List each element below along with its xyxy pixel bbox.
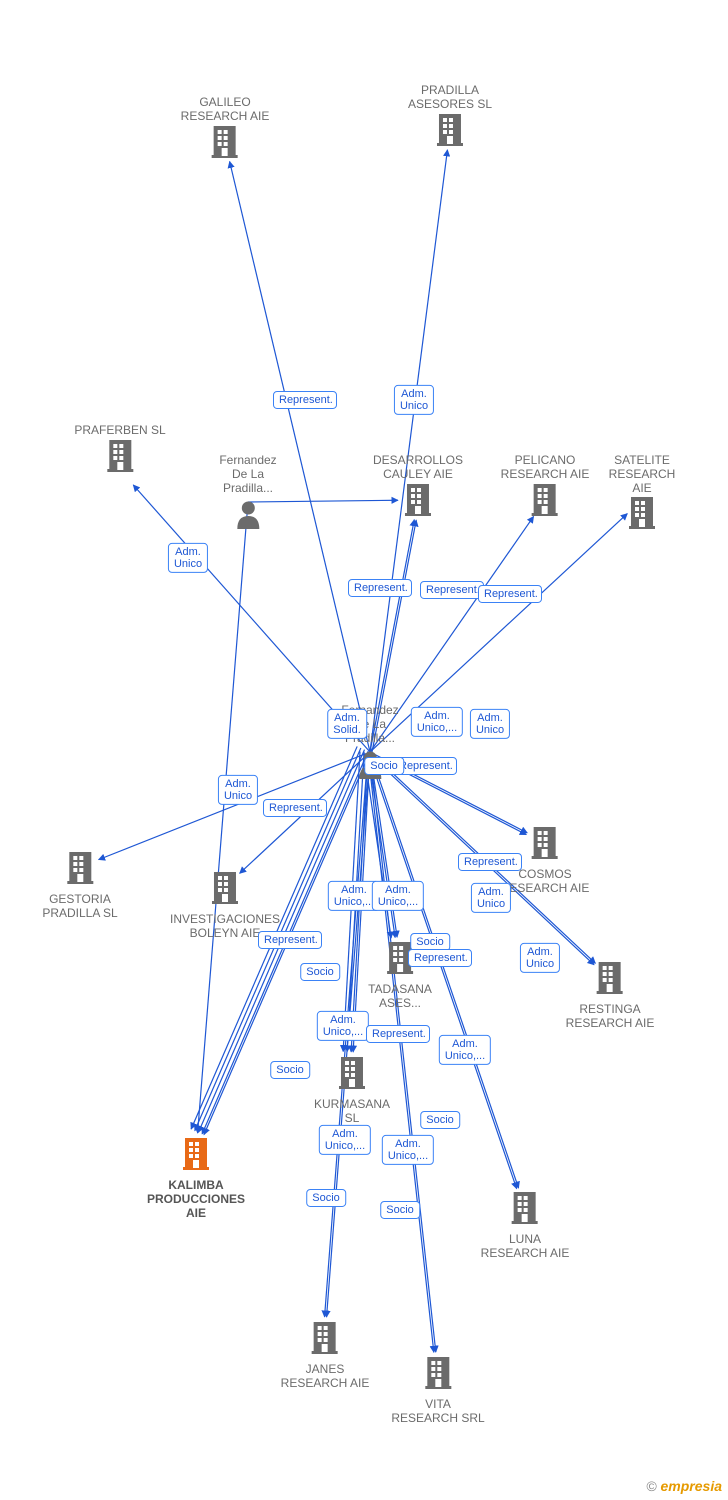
edge — [99, 752, 370, 860]
watermark: © empresia — [646, 1478, 722, 1494]
edge — [195, 748, 361, 1131]
edge — [191, 746, 357, 1129]
copyright-symbol: © — [646, 1478, 656, 1494]
watermark-brand: empresia — [661, 1478, 722, 1494]
edge — [343, 751, 360, 1051]
edge — [133, 485, 370, 752]
edge — [240, 752, 370, 873]
edge — [369, 754, 526, 835]
edge — [370, 752, 436, 1352]
edge — [370, 752, 397, 937]
edge — [370, 150, 447, 752]
edge — [230, 161, 370, 752]
edge — [369, 753, 594, 964]
edge — [351, 752, 368, 1052]
network-diagram: GALILEORESEARCH AIE PRADILLAASESORES SL … — [0, 0, 728, 1500]
edge — [368, 752, 395, 937]
edges-layer — [0, 0, 728, 1500]
edge — [248, 500, 398, 502]
